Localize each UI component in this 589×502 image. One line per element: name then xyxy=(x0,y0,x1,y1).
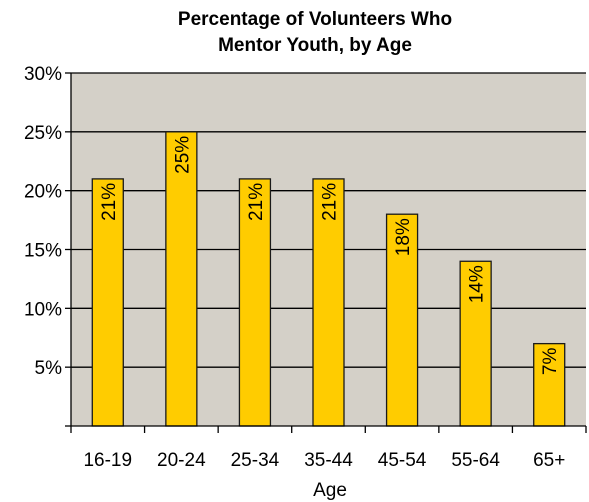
bar xyxy=(533,342,566,427)
bar-data-label: 21% xyxy=(99,183,120,221)
bar-data-label: 7% xyxy=(540,348,561,376)
bar-data-label: 21% xyxy=(246,183,267,221)
y-tick-labels: 5% 10% 15% 20% 25% 30% xyxy=(24,64,62,379)
bar-data-label: 21% xyxy=(320,183,341,221)
x-axis-title: Age xyxy=(313,480,347,501)
y-tick-label: 5% xyxy=(35,358,63,379)
bars xyxy=(91,131,566,427)
y-tick-label: 25% xyxy=(24,123,62,144)
bar-data-label: 18% xyxy=(393,218,414,256)
bar xyxy=(91,178,124,427)
x-tick-label: 55-64 xyxy=(451,450,500,471)
x-tick-label: 35-44 xyxy=(304,450,353,471)
x-tick-label: 16-19 xyxy=(83,450,132,471)
x-tick-label: 25-34 xyxy=(231,450,280,471)
bar-data-label: 25% xyxy=(172,136,193,174)
x-tick-label: 65+ xyxy=(533,450,565,471)
x-tick-labels: 16-19 20-24 25-34 35-44 45-54 55-64 65+ xyxy=(83,450,565,471)
data-labels: 21% 25% 21% 21% 18% 14% 7% xyxy=(99,136,561,375)
y-tick-label: 15% xyxy=(24,241,62,262)
bar xyxy=(165,131,198,427)
chart-title-line-2: Mentor Youth, by Age xyxy=(218,35,412,56)
x-tick-label: 45-54 xyxy=(378,450,427,471)
y-tick-label: 30% xyxy=(24,64,62,85)
y-tick-label: 20% xyxy=(24,182,62,203)
y-tick-label: 10% xyxy=(24,299,62,320)
axes xyxy=(65,72,587,433)
chart-title-line-1: Percentage of Volunteers Who xyxy=(178,9,452,30)
x-tick-label: 20-24 xyxy=(157,450,206,471)
bar-data-label: 14% xyxy=(467,265,488,303)
